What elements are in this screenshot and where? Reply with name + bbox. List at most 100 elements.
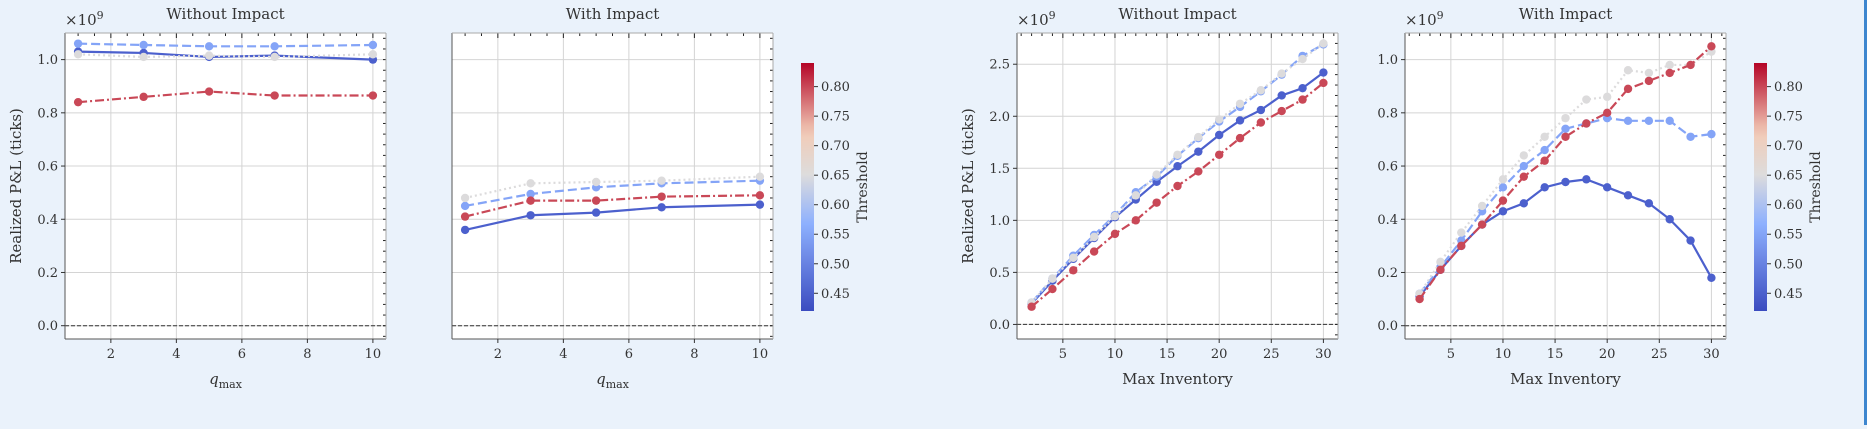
colorbar-tick-label: 0.65: [1774, 169, 1803, 184]
data-point: [1561, 124, 1570, 133]
data-point: [1602, 108, 1612, 118]
data-point: [1256, 105, 1266, 115]
series-line-3: [1030, 42, 1325, 304]
x-tick-label: 5: [1059, 347, 1067, 362]
data-point: [1048, 284, 1057, 294]
y-tick-label: 0.0: [989, 318, 1010, 333]
x-axis-label-subscript: max: [606, 378, 630, 391]
data-point: [1540, 183, 1549, 192]
data-point: [1644, 68, 1654, 78]
data-point: [657, 203, 666, 212]
colorbar-tick-label: 0.70: [1774, 139, 1803, 154]
data-point: [526, 196, 535, 205]
data-point: [1152, 170, 1161, 179]
data-point: [1319, 39, 1328, 48]
data-point: [1582, 175, 1591, 184]
y-tick-label: 0.5: [989, 266, 1010, 281]
data-point: [526, 179, 535, 188]
data-point: [1561, 132, 1570, 141]
x-tick-label: 4: [172, 347, 180, 362]
y-tick-label: 2.0: [989, 110, 1010, 125]
x-tick-label: 20: [1211, 347, 1228, 362]
data-point: [1131, 191, 1141, 200]
data-point: [1498, 207, 1508, 216]
exponent-label: ×109: [1017, 9, 1056, 29]
data-point: [1707, 42, 1716, 51]
x-tick-label: 6: [625, 347, 633, 362]
data-point: [1214, 130, 1224, 140]
colorbar-tick-label: 0.70: [821, 139, 850, 154]
colorbar-2: 0.45 0.50 0.55 0.60 0.65 0.70 0.75 0.80 Threshol…: [1754, 63, 1824, 311]
x-tick-label: 10: [752, 347, 769, 362]
colorbar-tick-label: 0.65: [821, 169, 850, 184]
data-point: [1498, 196, 1508, 205]
data-point: [1256, 118, 1266, 127]
colorbar-tick-label: 0.55: [821, 228, 850, 243]
data-point: [1519, 199, 1529, 208]
y-tick-label: 0.2: [1377, 266, 1398, 281]
colorbar-label: Threshold: [1808, 151, 1824, 222]
y-tick-label: 1.0: [1377, 53, 1398, 68]
data-point: [591, 196, 601, 205]
data-point: [1582, 119, 1591, 128]
data-point: [1436, 257, 1445, 267]
chart-panel-3: 5 10 15 20 25 30 0.0 0.5 1.0 1.5 2.0 2.5 Without Imp…: [959, 5, 1339, 388]
x-tick-label: 2: [494, 347, 502, 362]
data-point: [139, 92, 148, 102]
data-point: [1235, 99, 1245, 108]
data-point: [1319, 68, 1328, 77]
series-line-4: [1418, 45, 1713, 300]
data-point: [1623, 116, 1633, 126]
y-tick-label: 1.0: [37, 53, 58, 68]
data-point: [1089, 247, 1099, 256]
colorbar-tick-label: 0.60: [1774, 198, 1803, 213]
data-point: [1665, 60, 1674, 70]
data-point: [1173, 181, 1182, 191]
y-tick-label: 0.8: [1377, 106, 1398, 121]
x-tick-label: 10: [365, 347, 382, 362]
data-point: [657, 192, 666, 201]
data-point: [1027, 302, 1036, 311]
data-point: [1277, 91, 1286, 100]
data-point: [755, 191, 765, 200]
data-point: [1561, 177, 1570, 187]
data-point: [1457, 228, 1466, 237]
x-axis-label: qmax: [596, 370, 630, 391]
data-point: [1277, 69, 1286, 78]
data-point: [1540, 132, 1549, 141]
data-point: [460, 201, 470, 211]
exponent-power: 9: [1437, 9, 1444, 22]
data-point: [1235, 133, 1245, 143]
x-tick-label: 4: [559, 347, 567, 362]
data-point: [1644, 199, 1654, 208]
data-point: [755, 172, 765, 181]
chart-panel-4: 5 10 15 20 25 30 0.0 0.2 0.4 0.6 0.8 1.0 With Impact…: [1377, 5, 1727, 388]
data-point: [1256, 86, 1266, 95]
colorbar-1: 0.45 0.50 0.55 0.60 0.65 0.70 0.75 0.80 Threshol…: [801, 63, 871, 311]
x-tick-label: 25: [1651, 347, 1668, 362]
x-axis-label: qmax: [209, 370, 243, 391]
colorbar-tick-label: 0.80: [1774, 80, 1803, 95]
data-point: [1686, 236, 1695, 245]
data-point: [1602, 92, 1612, 102]
window-edge: [1864, 0, 1867, 425]
data-point: [270, 91, 279, 100]
data-point: [368, 40, 378, 50]
data-point: [1457, 241, 1466, 251]
data-point: [139, 40, 148, 50]
data-point: [1477, 201, 1487, 211]
chart-title: Without Impact: [1118, 5, 1236, 23]
data-point: [591, 177, 601, 187]
x-tick-label: 30: [1703, 347, 1720, 362]
chart-title: With Impact: [566, 5, 660, 23]
data-point: [1235, 116, 1245, 125]
x-axis-label-subscript: max: [219, 378, 243, 391]
data-point: [1519, 151, 1529, 160]
x-tick-label: 15: [1547, 347, 1564, 362]
data-point: [139, 52, 148, 62]
data-point: [73, 97, 83, 107]
data-point: [1415, 294, 1424, 304]
colorbar-tick-label: 0.80: [821, 80, 850, 95]
x-tick-label: 8: [690, 347, 698, 362]
data-point: [1298, 95, 1307, 104]
